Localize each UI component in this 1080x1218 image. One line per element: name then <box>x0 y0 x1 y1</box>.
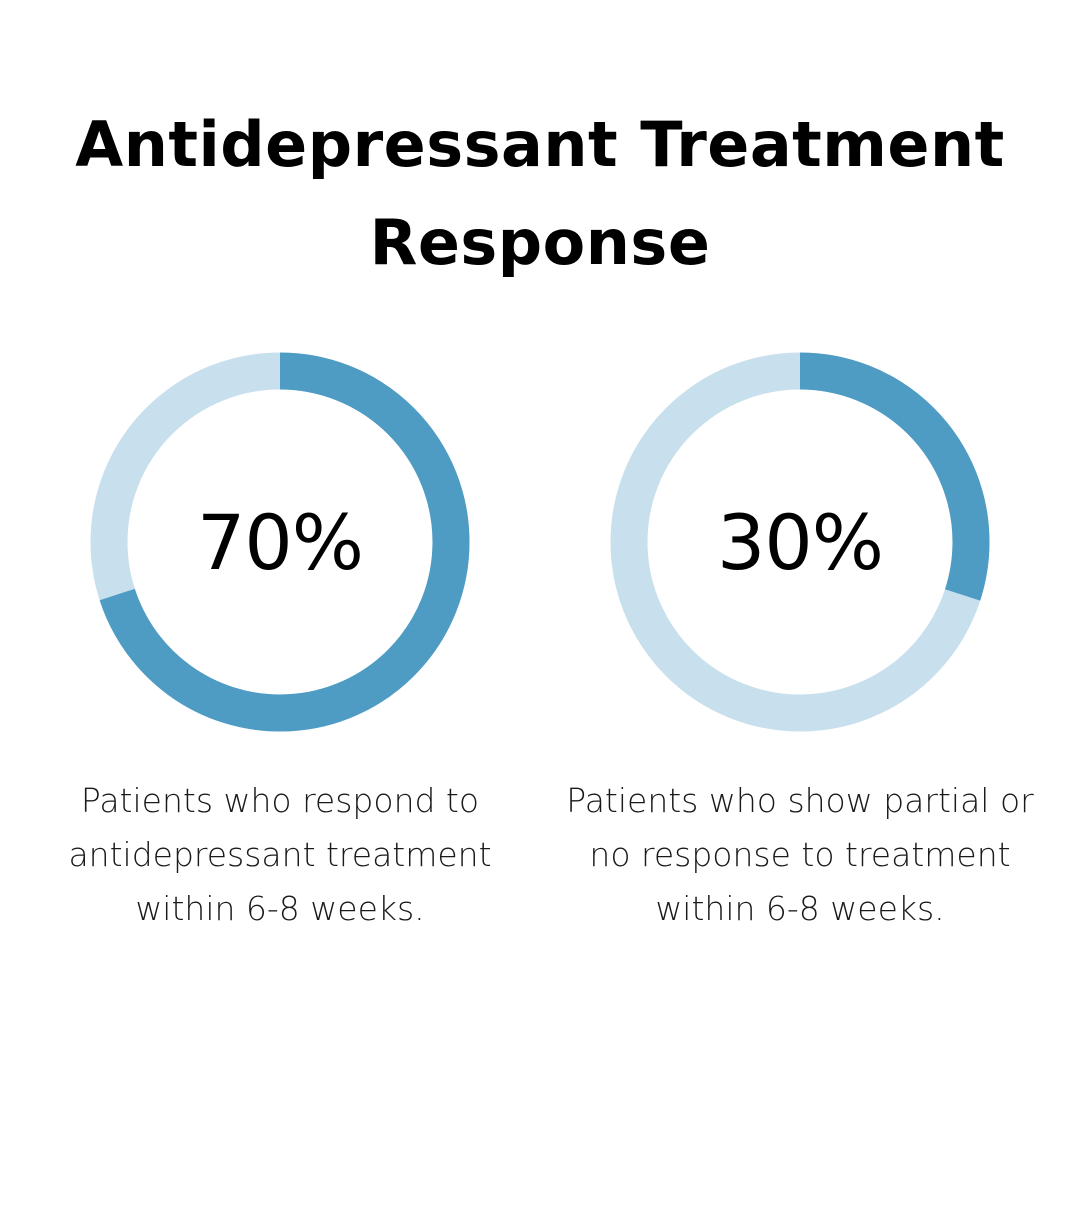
donut-arc-partial <box>610 352 990 732</box>
donut-arc-respond <box>90 352 470 732</box>
title-line-1: Antidepressant Treatment <box>75 108 1005 181</box>
description-respond: Patients who respond to antidepressant t… <box>68 781 492 928</box>
donut-svg-respond <box>90 352 470 732</box>
donut-chart-partial: 30% <box>610 352 990 732</box>
donut-svg-partial <box>610 352 990 732</box>
stat-card-partial: 30% Patients who show partial or no resp… <box>560 352 1040 936</box>
donut-chart-respond: 70% <box>90 352 470 732</box>
percentage-label-respond: 70% <box>197 497 364 587</box>
description-partial: Patients who show partial or no response… <box>566 781 1034 928</box>
page-title: Antidepressant Treatment Response <box>40 96 1040 292</box>
title-line-2: Response <box>369 206 711 279</box>
stat-card-respond: 70% Patients who respond to antidepressa… <box>40 352 520 936</box>
percentage-label-partial: 30% <box>717 497 884 587</box>
